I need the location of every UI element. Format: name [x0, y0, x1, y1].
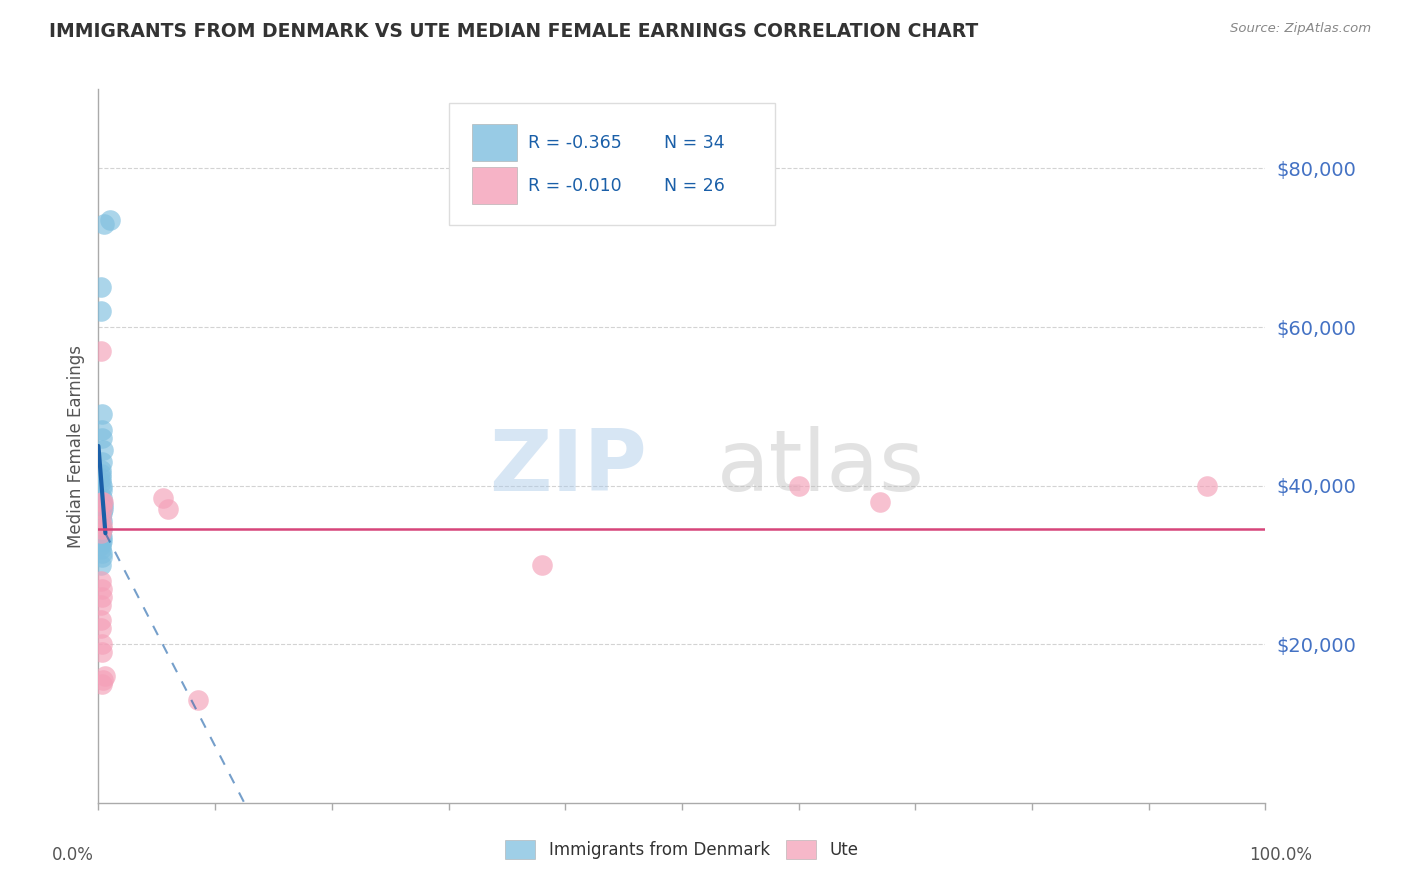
Point — [90, 534, 112, 549]
Point — [91, 494, 114, 508]
Point — [90, 455, 112, 469]
Point — [90, 526, 112, 541]
Point — [90, 530, 112, 544]
Point — [90, 514, 112, 528]
Text: IMMIGRANTS FROM DENMARK VS UTE MEDIAN FEMALE EARNINGS CORRELATION CHART: IMMIGRANTS FROM DENMARK VS UTE MEDIAN FE… — [49, 22, 979, 41]
Point — [90, 582, 112, 596]
Point — [93, 217, 115, 231]
Point — [90, 538, 112, 552]
Text: 100.0%: 100.0% — [1249, 846, 1312, 863]
Point — [90, 549, 112, 564]
Point — [90, 431, 112, 445]
Point — [90, 463, 112, 477]
Point — [90, 478, 112, 492]
Point — [90, 526, 112, 541]
Point — [90, 574, 112, 588]
Point — [530, 558, 553, 572]
Legend: Immigrants from Denmark, Ute: Immigrants from Denmark, Ute — [499, 834, 865, 866]
Point — [90, 590, 112, 604]
Point — [91, 499, 114, 513]
Point — [90, 491, 112, 505]
Point — [90, 645, 112, 659]
Point — [90, 621, 112, 635]
Text: 0.0%: 0.0% — [52, 846, 94, 863]
Text: R = -0.365: R = -0.365 — [527, 134, 621, 152]
Point — [152, 491, 174, 505]
Point — [869, 494, 891, 508]
Point — [1195, 478, 1218, 492]
Point — [90, 518, 112, 533]
Point — [91, 673, 114, 687]
Text: N = 34: N = 34 — [665, 134, 725, 152]
Point — [90, 534, 112, 549]
Text: ZIP: ZIP — [489, 425, 647, 509]
Text: Source: ZipAtlas.com: Source: ZipAtlas.com — [1230, 22, 1371, 36]
Point — [90, 546, 112, 560]
Point — [90, 343, 112, 358]
Text: R = -0.010: R = -0.010 — [527, 177, 621, 194]
Point — [157, 502, 180, 516]
Point — [90, 510, 112, 524]
Point — [91, 502, 114, 516]
Point — [90, 518, 112, 533]
Point — [90, 471, 112, 485]
Point — [787, 478, 810, 492]
Point — [90, 522, 112, 536]
Point — [90, 304, 112, 318]
Point — [90, 423, 112, 437]
Text: atlas: atlas — [717, 425, 925, 509]
Point — [90, 522, 112, 536]
Point — [90, 494, 112, 508]
Point — [90, 483, 112, 497]
Point — [90, 542, 112, 557]
Point — [90, 677, 112, 691]
FancyBboxPatch shape — [449, 103, 775, 225]
Point — [91, 442, 114, 457]
Point — [90, 598, 112, 612]
Point — [90, 407, 112, 421]
Point — [90, 467, 112, 481]
Point — [187, 692, 209, 706]
FancyBboxPatch shape — [472, 124, 517, 161]
Point — [90, 558, 112, 572]
Point — [90, 614, 112, 628]
Text: N = 26: N = 26 — [665, 177, 725, 194]
FancyBboxPatch shape — [472, 167, 517, 204]
Point — [90, 280, 112, 294]
Point — [90, 494, 112, 508]
Point — [98, 213, 121, 227]
Point — [90, 510, 112, 524]
Point — [90, 475, 112, 489]
Point — [90, 637, 112, 651]
Point — [90, 507, 112, 521]
Point — [90, 502, 112, 516]
Point — [90, 526, 112, 541]
Point — [94, 669, 117, 683]
Y-axis label: Median Female Earnings: Median Female Earnings — [66, 344, 84, 548]
